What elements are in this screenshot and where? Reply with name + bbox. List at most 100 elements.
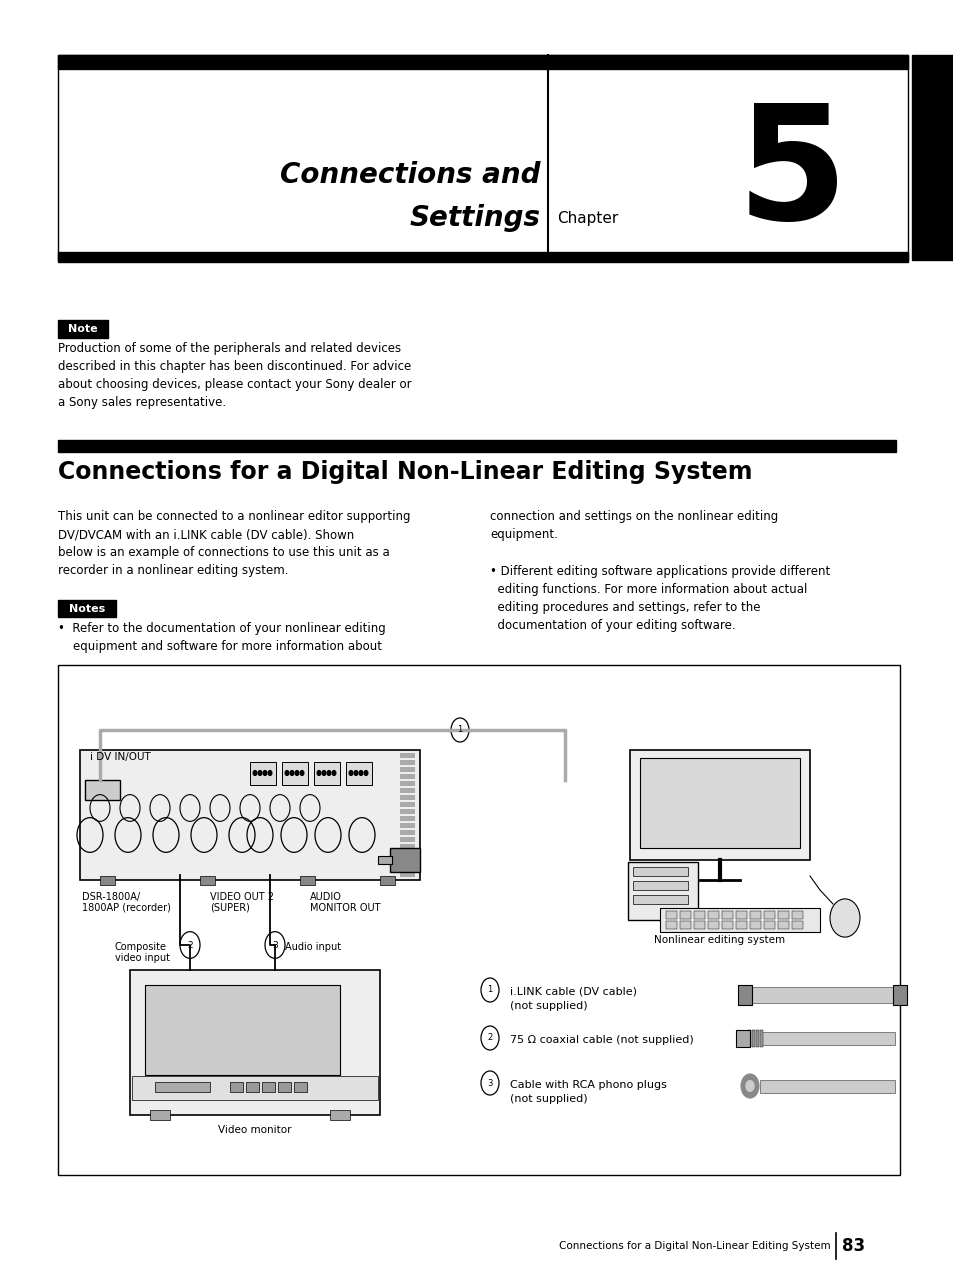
- Bar: [760, 1029, 762, 1047]
- Circle shape: [268, 771, 272, 776]
- Bar: [154, 1082, 210, 1092]
- Bar: [390, 848, 419, 871]
- Bar: [80, 750, 419, 880]
- Bar: [892, 985, 906, 1005]
- Text: 1800AP (recorder): 1800AP (recorder): [82, 903, 171, 913]
- Bar: [145, 985, 339, 1075]
- Bar: [282, 762, 308, 785]
- Circle shape: [354, 771, 357, 776]
- Bar: [735, 921, 746, 929]
- Bar: [755, 1029, 759, 1047]
- Circle shape: [285, 771, 289, 776]
- Circle shape: [740, 1074, 759, 1098]
- Bar: [760, 1080, 894, 1093]
- Bar: [399, 795, 415, 800]
- Text: VIDEO OUT 2: VIDEO OUT 2: [210, 892, 274, 902]
- Bar: [399, 823, 415, 828]
- Bar: [399, 843, 415, 848]
- Bar: [763, 921, 774, 929]
- Circle shape: [316, 771, 320, 776]
- Text: video input: video input: [115, 953, 170, 963]
- Text: connection and settings on the nonlinear editing
equipment.: connection and settings on the nonlinear…: [490, 510, 778, 541]
- Circle shape: [294, 771, 298, 776]
- Text: MONITOR OUT: MONITOR OUT: [310, 903, 380, 913]
- Bar: [791, 911, 802, 919]
- Text: 1: 1: [456, 725, 462, 735]
- Text: Nonlinear editing system: Nonlinear editing system: [654, 935, 784, 945]
- Bar: [665, 921, 677, 929]
- Bar: [250, 762, 275, 785]
- Bar: [763, 911, 774, 919]
- Bar: [629, 750, 809, 860]
- Bar: [399, 851, 415, 856]
- Text: Connections for a Digital Non-Linear Editing System: Connections for a Digital Non-Linear Edi…: [58, 460, 752, 484]
- Bar: [150, 1110, 170, 1120]
- Text: Cable with RCA phono plugs: Cable with RCA phono plugs: [510, 1080, 666, 1091]
- Bar: [399, 761, 415, 764]
- Bar: [277, 1082, 291, 1092]
- Text: Note: Note: [68, 324, 98, 334]
- Bar: [58, 440, 895, 452]
- Text: 2: 2: [187, 940, 193, 949]
- Text: 75 Ω coaxial cable (not supplied): 75 Ω coaxial cable (not supplied): [510, 1034, 693, 1045]
- Bar: [665, 911, 677, 919]
- Bar: [379, 877, 395, 885]
- Bar: [399, 837, 415, 842]
- Circle shape: [332, 771, 335, 776]
- Bar: [659, 908, 820, 933]
- Bar: [399, 803, 415, 806]
- Bar: [707, 911, 719, 919]
- Bar: [58, 55, 907, 260]
- Circle shape: [745, 1080, 753, 1092]
- Bar: [58, 600, 116, 617]
- Text: (not supplied): (not supplied): [510, 1094, 587, 1105]
- Text: Production of some of the peripherals and related devices
described in this chap: Production of some of the peripherals an…: [58, 341, 411, 409]
- Bar: [679, 911, 690, 919]
- Bar: [399, 753, 415, 758]
- Bar: [693, 921, 704, 929]
- Text: Settings: Settings: [409, 204, 539, 232]
- Bar: [707, 921, 719, 929]
- Bar: [633, 868, 687, 877]
- Bar: [399, 829, 415, 834]
- Circle shape: [253, 771, 256, 776]
- Bar: [58, 665, 899, 1175]
- Circle shape: [359, 771, 362, 776]
- Bar: [58, 55, 907, 69]
- Text: This unit can be connected to a nonlinear editor supporting
DV/DVCAM with an i.L: This unit can be connected to a nonlinea…: [58, 510, 410, 577]
- Text: Connections for a Digital Non-Linear Editing System: Connections for a Digital Non-Linear Edi…: [558, 1241, 830, 1251]
- Bar: [85, 780, 120, 800]
- Bar: [721, 911, 732, 919]
- Bar: [399, 789, 415, 792]
- Text: Audio input: Audio input: [285, 941, 341, 952]
- Text: •  Refer to the documentation of your nonlinear editing
    equipment and softwa: • Refer to the documentation of your non…: [58, 622, 385, 654]
- Bar: [778, 921, 788, 929]
- Bar: [721, 921, 732, 929]
- Text: 2: 2: [487, 1033, 492, 1042]
- Bar: [735, 911, 746, 919]
- Bar: [679, 921, 690, 929]
- Circle shape: [364, 771, 368, 776]
- Bar: [639, 758, 800, 848]
- Text: DSR-1800A/: DSR-1800A/: [82, 892, 140, 902]
- Bar: [760, 1032, 894, 1045]
- Bar: [130, 970, 379, 1115]
- Bar: [399, 767, 415, 772]
- Circle shape: [349, 771, 353, 776]
- Bar: [749, 987, 894, 1003]
- Text: 3: 3: [487, 1079, 492, 1088]
- Text: AUDIO: AUDIO: [310, 892, 341, 902]
- Text: 1: 1: [487, 986, 492, 995]
- Text: Video monitor: Video monitor: [218, 1125, 292, 1135]
- Text: • Different editing software applications provide different
  editing functions.: • Different editing software application…: [490, 564, 829, 632]
- Bar: [399, 871, 415, 877]
- Circle shape: [263, 771, 267, 776]
- Bar: [200, 877, 214, 885]
- Bar: [58, 252, 907, 262]
- Text: i DV IN/OUT: i DV IN/OUT: [90, 752, 151, 762]
- Circle shape: [322, 771, 326, 776]
- Circle shape: [327, 771, 331, 776]
- Bar: [230, 1082, 243, 1092]
- Bar: [633, 882, 687, 891]
- Text: 83: 83: [841, 1237, 864, 1255]
